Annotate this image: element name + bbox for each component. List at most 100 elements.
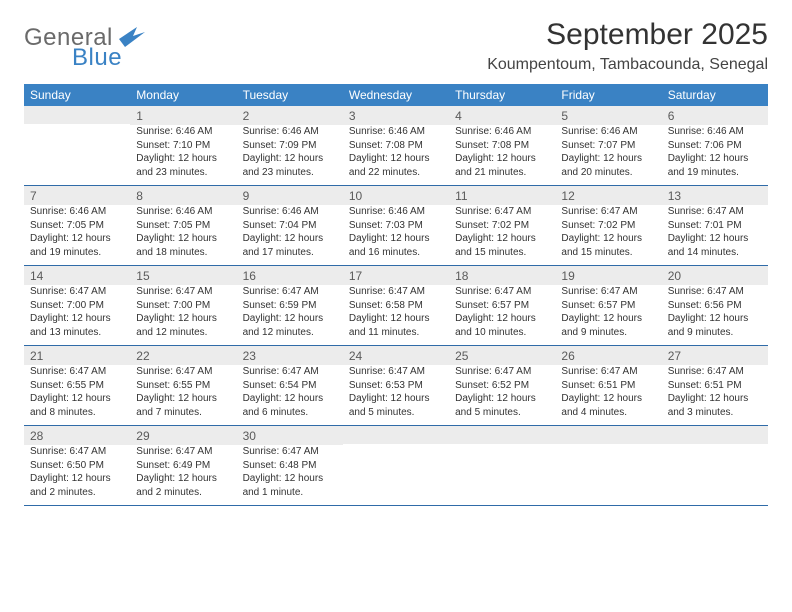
day-info: Sunrise: 6:47 AMSunset: 6:58 PMDaylight:…: [343, 285, 449, 339]
day-cell: 18Sunrise: 6:47 AMSunset: 6:57 PMDayligh…: [449, 266, 555, 346]
sunrise-text: Sunrise: 6:47 AM: [30, 285, 124, 299]
day-header-thursday: Thursday: [449, 84, 555, 106]
day-cell: [662, 426, 768, 506]
sunset-text: Sunset: 6:53 PM: [349, 379, 443, 393]
daylight-text: Daylight: 12 hours and 22 minutes.: [349, 152, 443, 179]
sunrise-text: Sunrise: 6:47 AM: [349, 365, 443, 379]
logo: General Blue: [24, 18, 145, 72]
weeks-body: 1Sunrise: 6:46 AMSunset: 7:10 PMDaylight…: [24, 106, 768, 506]
day-header-monday: Monday: [130, 84, 236, 106]
day-number: 24: [343, 346, 449, 365]
sunset-text: Sunset: 6:48 PM: [243, 459, 337, 473]
location-text: Koumpentoum, Tambacounda, Senegal: [487, 56, 768, 74]
day-cell: [555, 426, 661, 506]
day-header-row: SundayMondayTuesdayWednesdayThursdayFrid…: [24, 84, 768, 106]
day-number: 7: [24, 186, 130, 205]
day-info: Sunrise: 6:47 AMSunset: 6:52 PMDaylight:…: [449, 365, 555, 419]
day-cell: 5Sunrise: 6:46 AMSunset: 7:07 PMDaylight…: [555, 106, 661, 186]
sunset-text: Sunset: 7:08 PM: [349, 139, 443, 153]
day-header-tuesday: Tuesday: [237, 84, 343, 106]
sunset-text: Sunset: 6:51 PM: [668, 379, 762, 393]
day-number: 29: [130, 426, 236, 445]
day-info: Sunrise: 6:46 AMSunset: 7:10 PMDaylight:…: [130, 125, 236, 179]
day-cell: 28Sunrise: 6:47 AMSunset: 6:50 PMDayligh…: [24, 426, 130, 506]
day-number: [343, 426, 449, 444]
day-cell: 10Sunrise: 6:46 AMSunset: 7:03 PMDayligh…: [343, 186, 449, 266]
sunset-text: Sunset: 6:51 PM: [561, 379, 655, 393]
day-number: 19: [555, 266, 661, 285]
sunrise-text: Sunrise: 6:46 AM: [243, 125, 337, 139]
sunset-text: Sunset: 7:07 PM: [561, 139, 655, 153]
day-info: Sunrise: 6:47 AMSunset: 7:01 PMDaylight:…: [662, 205, 768, 259]
week-row: 21Sunrise: 6:47 AMSunset: 6:55 PMDayligh…: [24, 346, 768, 426]
day-number: 17: [343, 266, 449, 285]
day-cell: 15Sunrise: 6:47 AMSunset: 7:00 PMDayligh…: [130, 266, 236, 346]
day-number: 8: [130, 186, 236, 205]
sunrise-text: Sunrise: 6:47 AM: [136, 445, 230, 459]
day-cell: 26Sunrise: 6:47 AMSunset: 6:51 PMDayligh…: [555, 346, 661, 426]
sunrise-text: Sunrise: 6:47 AM: [136, 285, 230, 299]
day-info: Sunrise: 6:47 AMSunset: 6:50 PMDaylight:…: [24, 445, 130, 499]
day-cell: 1Sunrise: 6:46 AMSunset: 7:10 PMDaylight…: [130, 106, 236, 186]
sunset-text: Sunset: 7:10 PM: [136, 139, 230, 153]
sunset-text: Sunset: 6:50 PM: [30, 459, 124, 473]
day-cell: 2Sunrise: 6:46 AMSunset: 7:09 PMDaylight…: [237, 106, 343, 186]
calendar-table: SundayMondayTuesdayWednesdayThursdayFrid…: [24, 84, 768, 506]
day-cell: 25Sunrise: 6:47 AMSunset: 6:52 PMDayligh…: [449, 346, 555, 426]
day-info: Sunrise: 6:46 AMSunset: 7:06 PMDaylight:…: [662, 125, 768, 179]
day-cell: 16Sunrise: 6:47 AMSunset: 6:59 PMDayligh…: [237, 266, 343, 346]
day-info: Sunrise: 6:47 AMSunset: 6:51 PMDaylight:…: [555, 365, 661, 419]
day-info: Sunrise: 6:46 AMSunset: 7:08 PMDaylight:…: [343, 125, 449, 179]
day-number: 14: [24, 266, 130, 285]
day-cell: 11Sunrise: 6:47 AMSunset: 7:02 PMDayligh…: [449, 186, 555, 266]
daylight-text: Daylight: 12 hours and 20 minutes.: [561, 152, 655, 179]
day-number: 22: [130, 346, 236, 365]
sunset-text: Sunset: 7:00 PM: [30, 299, 124, 313]
sunset-text: Sunset: 6:52 PM: [455, 379, 549, 393]
month-title: September 2025: [487, 18, 768, 52]
daylight-text: Daylight: 12 hours and 17 minutes.: [243, 232, 337, 259]
daylight-text: Daylight: 12 hours and 8 minutes.: [30, 392, 124, 419]
day-number: 21: [24, 346, 130, 365]
day-cell: 14Sunrise: 6:47 AMSunset: 7:00 PMDayligh…: [24, 266, 130, 346]
day-cell: 7Sunrise: 6:46 AMSunset: 7:05 PMDaylight…: [24, 186, 130, 266]
daylight-text: Daylight: 12 hours and 6 minutes.: [243, 392, 337, 419]
week-row: 1Sunrise: 6:46 AMSunset: 7:10 PMDaylight…: [24, 106, 768, 186]
day-info: Sunrise: 6:47 AMSunset: 7:02 PMDaylight:…: [555, 205, 661, 259]
sunset-text: Sunset: 6:55 PM: [30, 379, 124, 393]
day-cell: 3Sunrise: 6:46 AMSunset: 7:08 PMDaylight…: [343, 106, 449, 186]
sunrise-text: Sunrise: 6:46 AM: [561, 125, 655, 139]
day-cell: 13Sunrise: 6:47 AMSunset: 7:01 PMDayligh…: [662, 186, 768, 266]
daylight-text: Daylight: 12 hours and 14 minutes.: [668, 232, 762, 259]
day-number: 4: [449, 106, 555, 125]
daylight-text: Daylight: 12 hours and 10 minutes.: [455, 312, 549, 339]
sunset-text: Sunset: 7:02 PM: [561, 219, 655, 233]
day-number: 6: [662, 106, 768, 125]
day-cell: [24, 106, 130, 186]
day-cell: 20Sunrise: 6:47 AMSunset: 6:56 PMDayligh…: [662, 266, 768, 346]
sunrise-text: Sunrise: 6:47 AM: [30, 365, 124, 379]
day-cell: 23Sunrise: 6:47 AMSunset: 6:54 PMDayligh…: [237, 346, 343, 426]
week-row: 7Sunrise: 6:46 AMSunset: 7:05 PMDaylight…: [24, 186, 768, 266]
day-number: 28: [24, 426, 130, 445]
daylight-text: Daylight: 12 hours and 15 minutes.: [561, 232, 655, 259]
daylight-text: Daylight: 12 hours and 18 minutes.: [136, 232, 230, 259]
daylight-text: Daylight: 12 hours and 7 minutes.: [136, 392, 230, 419]
day-info: Sunrise: 6:47 AMSunset: 7:00 PMDaylight:…: [130, 285, 236, 339]
day-info: Sunrise: 6:46 AMSunset: 7:05 PMDaylight:…: [130, 205, 236, 259]
day-number: 15: [130, 266, 236, 285]
daylight-text: Daylight: 12 hours and 1 minute.: [243, 472, 337, 499]
day-info: Sunrise: 6:47 AMSunset: 6:48 PMDaylight:…: [237, 445, 343, 499]
daylight-text: Daylight: 12 hours and 12 minutes.: [136, 312, 230, 339]
day-header-saturday: Saturday: [662, 84, 768, 106]
day-number: 3: [343, 106, 449, 125]
sunrise-text: Sunrise: 6:47 AM: [243, 285, 337, 299]
daylight-text: Daylight: 12 hours and 23 minutes.: [243, 152, 337, 179]
daylight-text: Daylight: 12 hours and 9 minutes.: [668, 312, 762, 339]
day-info: Sunrise: 6:47 AMSunset: 6:54 PMDaylight:…: [237, 365, 343, 419]
day-cell: 9Sunrise: 6:46 AMSunset: 7:04 PMDaylight…: [237, 186, 343, 266]
week-row: 14Sunrise: 6:47 AMSunset: 7:00 PMDayligh…: [24, 266, 768, 346]
day-number: 27: [662, 346, 768, 365]
sunrise-text: Sunrise: 6:47 AM: [243, 445, 337, 459]
sunrise-text: Sunrise: 6:47 AM: [561, 205, 655, 219]
